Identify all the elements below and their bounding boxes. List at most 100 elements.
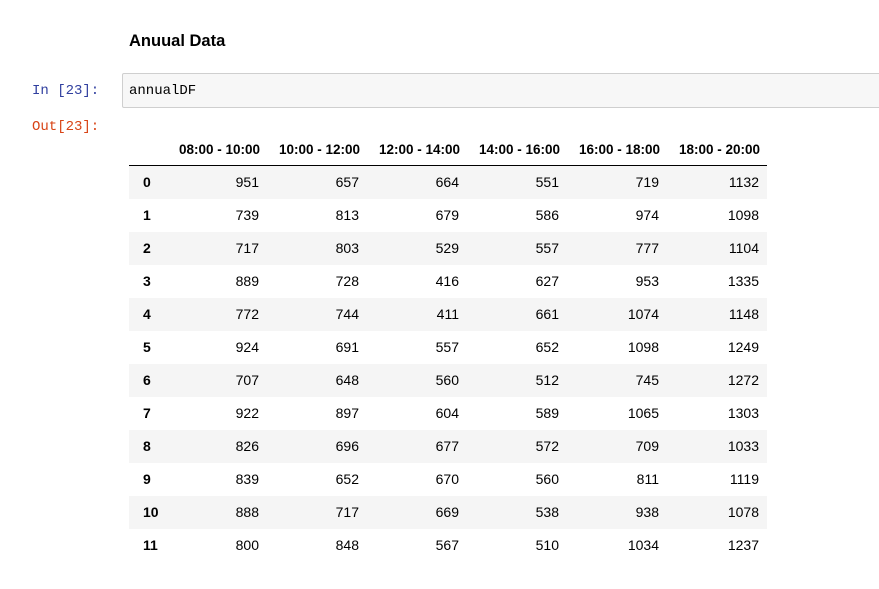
table-row: 0 951 657 664 551 719 1132 [129,165,767,199]
table-cell: 1098 [727,207,759,223]
table-cell: 1335 [727,273,759,289]
table-cell: 560 [535,471,559,487]
table-cell: 826 [235,438,259,454]
table-cell: 652 [335,471,359,487]
table-cell: 974 [635,207,659,223]
dataframe-table: 08:00 - 10:00 10:00 - 12:00 12:00 - 14:0… [129,133,767,562]
table-row: 7 922 897 604 589 1065 1303 [129,396,767,430]
row-index: 6 [143,372,151,388]
table-cell: 586 [535,207,559,223]
table-row: 11 800 848 567 510 1034 1237 [129,528,767,562]
index-column-header [129,133,167,166]
table-cell: 1034 [627,537,659,553]
table-row: 9 839 652 670 560 811 1119 [129,462,767,496]
table-cell: 589 [535,405,559,421]
table-cell: 889 [235,273,259,289]
row-index: 1 [143,207,151,223]
table-cell: 677 [435,438,459,454]
table-header: 08:00 - 10:00 10:00 - 12:00 12:00 - 14:0… [129,133,767,166]
table-cell: 669 [435,504,459,520]
row-index: 9 [143,471,151,487]
table-cell: 1119 [729,471,759,487]
column-header: 08:00 - 10:00 [167,133,267,166]
table-cell: 557 [535,240,559,256]
table-cell: 1148 [728,306,759,322]
table-cell: 1033 [727,438,759,454]
row-index: 4 [143,306,151,322]
table-cell: 661 [535,306,559,322]
table-cell: 657 [335,174,359,191]
code-input-area[interactable]: annualDF [122,73,879,108]
table-cell: 1074 [627,306,659,322]
table-cell: 557 [435,339,459,355]
table-cell: 848 [335,537,359,553]
table-cell: 717 [235,240,259,256]
table-cell: 745 [635,372,659,388]
column-header: 10:00 - 12:00 [267,133,367,166]
table-cell: 717 [335,504,359,520]
table-cell: 1249 [727,339,759,355]
table-cell: 839 [235,471,259,487]
column-header: 16:00 - 18:00 [567,133,667,166]
table-cell: 510 [535,537,559,553]
table-cell: 696 [335,438,359,454]
table-row: 5 924 691 557 652 1098 1249 [129,330,767,364]
table-cell: 604 [435,405,459,421]
table-cell: 777 [635,240,659,256]
table-cell: 719 [635,174,659,191]
table-cell: 922 [235,405,259,421]
table-row: 8 826 696 677 572 709 1033 [129,429,767,463]
row-index: 2 [143,240,151,256]
column-header: 18:00 - 20:00 [667,133,767,166]
table-cell: 707 [235,372,259,388]
table-row: 4 772 744 411 661 1074 1148 [129,297,767,331]
row-index: 3 [143,273,151,289]
table-cell: 560 [435,372,459,388]
table-cell: 1237 [727,537,759,553]
table-cell: 691 [335,339,359,355]
table-cell: 709 [635,438,659,454]
table-cell: 512 [535,372,559,388]
table-cell: 744 [335,306,359,322]
table-cell: 416 [435,273,459,289]
row-index: 11 [143,537,158,553]
table-cell: 1132 [728,174,759,191]
table-cell: 670 [435,471,459,487]
table-cell: 551 [535,174,559,191]
table-row: 1 739 813 679 586 974 1098 [129,198,767,232]
table-cell: 924 [235,339,259,355]
table-cell: 538 [535,504,559,520]
table-cell: 938 [635,504,659,520]
table-cell: 1272 [727,372,759,388]
row-index: 7 [143,405,151,421]
table-cell: 1078 [727,504,759,520]
table-cell: 953 [635,273,659,289]
markdown-heading: Anuual Data [129,32,226,50]
table-cell: 627 [535,273,559,289]
table-cell: 897 [335,405,359,421]
table-body: 0 951 657 664 551 719 1132 1 739 813 679 586 974 1098… [129,165,767,562]
table-cell: 803 [335,240,359,256]
table-cell: 652 [535,339,559,355]
table-cell: 1104 [728,240,759,256]
column-header: 14:00 - 16:00 [467,133,567,166]
table-cell: 728 [335,273,359,289]
table-cell: 529 [435,240,459,256]
table-cell: 411 [436,306,459,322]
code-text[interactable]: annualDF [129,83,197,99]
table-row: 3 889 728 416 627 953 1335 [129,264,767,298]
table-row: 2 717 803 529 557 777 1104 [129,231,767,265]
table-cell: 811 [636,471,659,487]
input-prompt: In [23]: [32,83,100,99]
table-cell: 951 [235,174,259,191]
column-header: 12:00 - 14:00 [367,133,467,166]
header-row: 08:00 - 10:00 10:00 - 12:00 12:00 - 14:0… [129,133,767,166]
table-cell: 1098 [627,339,659,355]
table-cell: 679 [435,207,459,223]
row-index: 0 [143,174,151,191]
table-cell: 772 [235,306,259,322]
table-cell: 648 [335,372,359,388]
row-index: 10 [143,504,159,520]
table-cell: 888 [235,504,259,520]
table-cell: 1065 [627,405,659,421]
